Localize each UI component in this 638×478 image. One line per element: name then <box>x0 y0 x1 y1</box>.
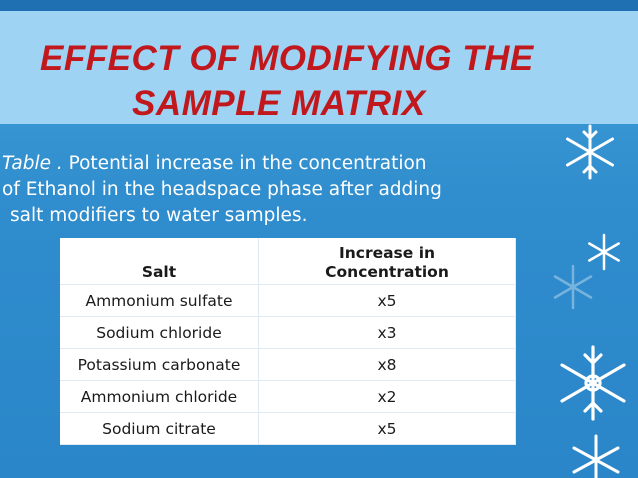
table-row: Ammonium sulfate x5 <box>60 284 516 317</box>
snowflake-icon <box>566 124 614 180</box>
increase-cell: x8 <box>258 348 516 381</box>
table-header-row: Salt Increase in Concentration <box>60 238 516 285</box>
header-increase-line-2: Concentration <box>325 263 449 281</box>
header-increase: Increase in Concentration <box>258 238 516 285</box>
header-increase-line-1: Increase in <box>338 244 436 262</box>
caption-lead: Table . <box>2 153 63 174</box>
snowflake-icon <box>553 264 593 310</box>
title-band <box>0 11 638 124</box>
salt-cell: Sodium chloride <box>60 316 259 349</box>
salt-cell: Potassium carbonate <box>60 348 259 381</box>
table-caption: Table . Potential increase in the concen… <box>2 151 562 229</box>
caption-line-1: Potential increase in the concentration <box>62 153 427 174</box>
table-row: Sodium chloride x3 <box>60 316 516 349</box>
salt-table: Salt Increase in Concentration Ammonium … <box>60 238 516 445</box>
increase-cell: x5 <box>258 284 516 317</box>
salt-cell: Ammonium chloride <box>60 380 259 413</box>
salt-cell: Sodium citrate <box>60 412 259 445</box>
header-salt: Salt <box>60 238 259 285</box>
snowflake-icon <box>588 233 620 271</box>
top-accent-strip <box>0 0 638 11</box>
increase-cell: x2 <box>258 380 516 413</box>
caption-line-3: salt modifiers to water samples. <box>10 205 308 226</box>
salt-cell: Ammonium sulfate <box>60 284 259 317</box>
table-row: Sodium citrate x5 <box>60 412 516 445</box>
slide-title: EFFECT OF MODIFYING THE SAMPLE MATRIX <box>40 36 620 126</box>
caption-line-2: of Ethanol in the headspace phase after … <box>2 179 442 200</box>
snowflake-icon <box>560 345 626 421</box>
snowflake-icon <box>572 434 620 478</box>
increase-cell: x5 <box>258 412 516 445</box>
table-row: Potassium carbonate x8 <box>60 348 516 381</box>
table-row: Ammonium chloride x2 <box>60 380 516 413</box>
title-line-2: SAMPLE MATRIX <box>132 84 426 123</box>
title-line-1: EFFECT OF MODIFYING THE <box>40 39 534 78</box>
increase-cell: x3 <box>258 316 516 349</box>
